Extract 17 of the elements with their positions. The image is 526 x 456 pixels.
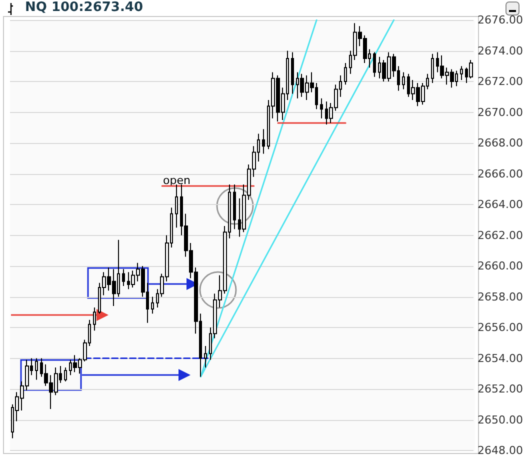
annotation: open — [163, 174, 190, 187]
y-tick-label: 2658.00 — [478, 290, 524, 304]
y-tick-label: 2652.00 — [478, 382, 524, 396]
y-tick-label: 2664.00 — [478, 198, 524, 211]
y-tick-label: 2656.00 — [478, 321, 524, 334]
y-tick-label: 2674.00 — [478, 44, 524, 58]
chart-title: NQ 100:2673.40 — [25, 0, 144, 15]
y-tick-label: 2676.00 — [478, 14, 524, 26]
y-tick-label: 2654.00 — [478, 352, 524, 365]
y-tick-label: 2660.00 — [478, 260, 524, 272]
y-tick-label: 2648.00 — [478, 444, 524, 456]
y-tick-label: 2670.00 — [478, 106, 524, 119]
y-tick-label: 2666.00 — [478, 167, 524, 180]
y-tick-label: 2650.00 — [478, 413, 524, 426]
y-tick-label: 2668.00 — [478, 136, 524, 150]
y-tick-label: 2662.00 — [478, 228, 524, 242]
y-tick-label: 2672.00 — [478, 75, 524, 88]
